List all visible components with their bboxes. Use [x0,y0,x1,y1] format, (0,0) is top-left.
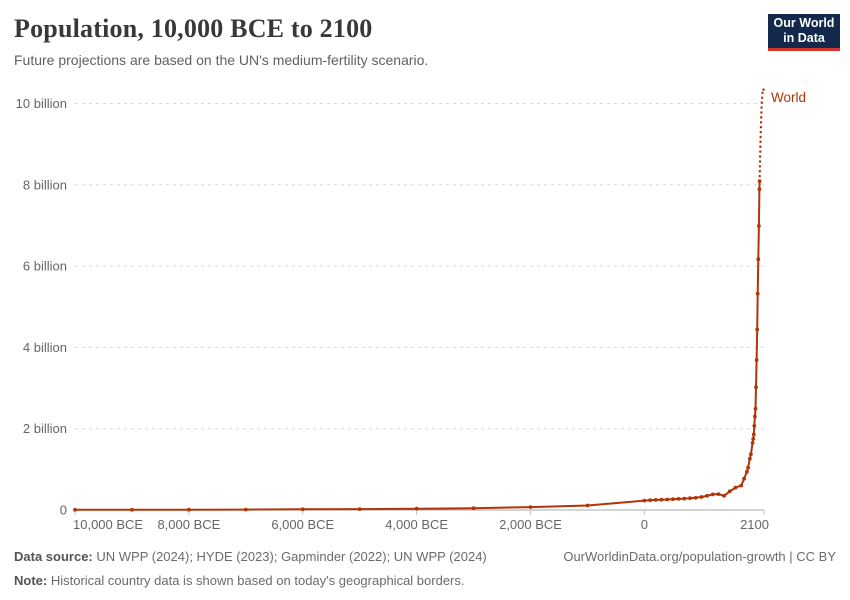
chart-subtitle: Future projections are based on the UN's… [14,52,429,68]
footer: Data source: UN WPP (2024); HYDE (2023);… [14,545,836,593]
svg-text:2,000 BCE: 2,000 BCE [499,517,562,532]
page-title: Population, 10,000 BCE to 2100 [14,14,373,43]
citation-link[interactable]: OurWorldinData.org/population-growth | C… [563,549,836,564]
svg-text:10,000 BCE: 10,000 BCE [73,517,143,532]
data-source-text: UN WPP (2024); HYDE (2023); Gapminder (2… [92,549,487,564]
svg-text:4 billion: 4 billion [23,340,67,355]
svg-text:0: 0 [641,517,648,532]
svg-text:8,000 BCE: 8,000 BCE [157,517,220,532]
note-text: Historical country data is shown based o… [47,573,465,588]
owid-logo-line2: in Data [783,31,825,45]
gridlines [75,103,764,430]
svg-text:2100: 2100 [740,517,769,532]
svg-text:8 billion: 8 billion [23,177,67,192]
series-line-world [73,179,762,512]
svg-text:0: 0 [60,503,67,518]
note-line: Note: Historical country data is shown b… [14,573,465,588]
svg-text:6,000 BCE: 6,000 BCE [271,517,334,532]
svg-text:4,000 BCE: 4,000 BCE [385,517,448,532]
data-source-label: Data source: [14,549,93,564]
data-source-line: Data source: UN WPP (2024); HYDE (2023);… [14,545,487,569]
owid-logo[interactable]: Our World in Data [768,14,840,51]
x-axis: 10,000 BCE 8,000 BCE 6,000 BCE 4,000 BCE 2,0… [73,509,769,532]
svg-text:10 billion: 10 billion [16,96,67,111]
note-label: Note: [14,573,48,588]
series-projection-dotted [758,88,766,183]
owid-logo-line1: Our World [773,16,835,30]
svg-text:6 billion: 6 billion [23,259,67,274]
series-label-world: World [771,90,807,105]
svg-text:2 billion: 2 billion [23,421,67,436]
y-axis-labels: 0 2 billion 4 billion 6 billion 8 billion 10 … [16,96,67,518]
